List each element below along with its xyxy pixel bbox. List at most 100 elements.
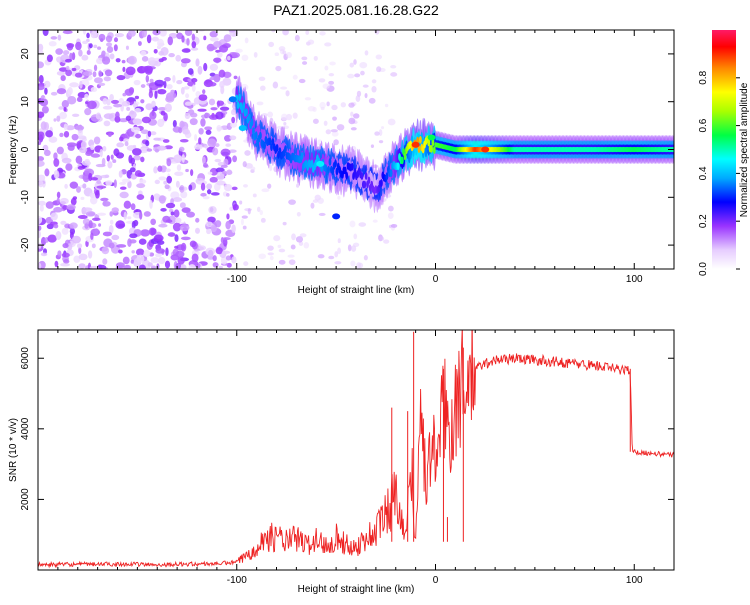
spectrogram-noise-blob <box>122 92 127 97</box>
spectrogram-noise-blob <box>69 82 79 88</box>
spectrogram-noise-blob <box>324 65 329 71</box>
spectrogram-noise-blob <box>155 253 162 258</box>
spectrogram-noise-blob <box>206 228 212 235</box>
spectrogram-noise-blob <box>38 49 44 55</box>
spectrogram-noise-blob <box>206 183 213 190</box>
spectrogram-ridge-cell <box>259 131 262 140</box>
spectrogram-noise-blob <box>253 51 258 58</box>
snr-y-axis-label: SNR (10 * v/v) <box>8 418 19 482</box>
spectrogram-noise-blob <box>191 41 197 49</box>
spectrogram-noise-blob <box>48 136 58 143</box>
spectrogram-noise-blob <box>208 98 216 106</box>
spectrogram-noise-blob <box>330 129 338 133</box>
spectrogram-noise-blob <box>53 206 63 213</box>
spectrogram-noise-blob <box>116 75 126 81</box>
spectrogram-noise-blob <box>331 131 339 137</box>
spectrogram-noise-blob <box>288 199 296 205</box>
spectrogram-noise-blob <box>106 46 114 53</box>
spectrogram-noise-blob <box>228 30 236 33</box>
spectrogram-noise-blob <box>59 111 68 120</box>
spectrogram-noise-blob <box>378 129 383 136</box>
spectrogram-noise-blob <box>298 78 306 84</box>
spectrogram-noise-blob <box>47 234 57 243</box>
spectrogram-noise-blob <box>109 211 114 217</box>
spectrogram-noise-blob <box>277 244 282 249</box>
spectrogram-noise-blob <box>102 145 107 152</box>
spectrogram-noise-blob <box>63 123 68 131</box>
spectrogram-noise-blob <box>151 100 156 108</box>
spectrogram-noise-blob <box>177 256 185 265</box>
spectrogram-noise-blob <box>390 223 398 228</box>
spectrogram-ridge-cell <box>431 138 435 147</box>
spectrogram-noise-blob <box>124 88 134 96</box>
spectrogram-noise-blob <box>65 125 75 131</box>
spectrogram-noise-blob <box>71 133 79 141</box>
spectrogram-noise-blob <box>118 170 123 178</box>
spectrogram-noise-blob <box>280 86 288 90</box>
spectrogram-noise-blob <box>318 212 326 216</box>
spectrogram-noise-blob <box>139 211 143 220</box>
spectrogram-noise-blob <box>57 34 62 41</box>
colorbar-tick-label: 0.6 <box>698 118 709 132</box>
spectrogram-noise-blob <box>80 140 87 150</box>
spectrogram-noise-blob <box>260 85 266 91</box>
spectrogram-noise-blob <box>217 52 223 58</box>
spectrogram-noise-blob <box>219 44 229 53</box>
spectrogram-noise-blob <box>230 109 237 116</box>
spectrogram-noise-blob <box>114 33 125 38</box>
spectrogram-noise-blob <box>213 73 221 83</box>
spectrogram-y-tick-label: 10 <box>20 96 31 108</box>
spectrogram-noise-blob <box>103 113 114 120</box>
spectrogram-noise-blob <box>256 101 264 106</box>
spectrogram-noise-blob <box>150 218 157 226</box>
spectrogram-noise-blob <box>88 220 93 229</box>
spectrogram-noise-blob <box>140 84 146 89</box>
spectrogram-noise-blob <box>95 112 102 120</box>
spectrogram-noise-blob <box>181 207 191 213</box>
spectrogram-ridge-cell <box>247 113 251 122</box>
spectrogram-noise-blob <box>226 193 230 197</box>
spectrogram-noise-blob <box>222 237 231 241</box>
spectrogram-noise-blob <box>231 224 236 233</box>
spectrogram-noise-blob <box>125 66 136 76</box>
spectrogram-noise-blob <box>294 34 300 42</box>
spectrogram-noise-blob <box>329 61 336 66</box>
spectrogram-noise-blob <box>111 234 120 241</box>
spectrogram-noise-blob <box>347 244 352 252</box>
spectrogram-noise-blob <box>84 93 89 99</box>
colorbar-tick-label: 0.8 <box>698 70 709 84</box>
spectrogram-y-tick-label: 20 <box>20 48 31 60</box>
spectrogram-noise-blob <box>74 72 83 78</box>
spectrogram-noise-blob <box>239 200 243 205</box>
spectrogram-noise-blob <box>337 238 341 244</box>
spectrogram-noise-blob <box>378 236 385 241</box>
spectrogram-noise-blob <box>127 238 132 247</box>
spectrogram-noise-blob <box>115 220 126 229</box>
spectrogram-noise-blob <box>317 197 324 204</box>
spectrogram-noise-blob <box>38 229 41 239</box>
spectrogram-noise-blob <box>372 219 378 223</box>
spectrogram-noise-blob <box>140 99 145 104</box>
spectrogram-noise-blob <box>98 70 103 77</box>
spectrogram-noise-blob <box>305 30 310 35</box>
spectrogram-noise-blob <box>319 101 326 109</box>
spectrogram-noise-blob <box>90 31 98 39</box>
spectrogram-noise-blob <box>149 78 154 83</box>
snr-series <box>38 330 674 569</box>
spectrogram-noise-blob <box>145 140 150 147</box>
spectrogram-noise-blob <box>91 217 101 221</box>
spectrogram-noise-blob <box>184 101 193 106</box>
spectrogram-noise-blob <box>354 73 361 78</box>
spectrogram-noise-blob <box>285 90 290 97</box>
spectrogram-noise-blob <box>146 148 153 152</box>
snr-x-tick-label: 0 <box>433 575 439 586</box>
spectrogram-noise-blob <box>99 148 103 158</box>
spectrogram-ridge-cell <box>417 145 421 154</box>
spectrogram-noise-blob <box>167 232 176 237</box>
spectrogram-noise-blob <box>296 183 300 188</box>
spectrogram-ridge-cell <box>418 135 422 144</box>
snr-x-axis-label: Height of straight line (km) <box>298 584 415 595</box>
spectrogram-noise-blob <box>125 45 129 50</box>
spectrogram-noise-blob <box>332 116 337 121</box>
spectrogram-noise-blob <box>55 48 63 55</box>
